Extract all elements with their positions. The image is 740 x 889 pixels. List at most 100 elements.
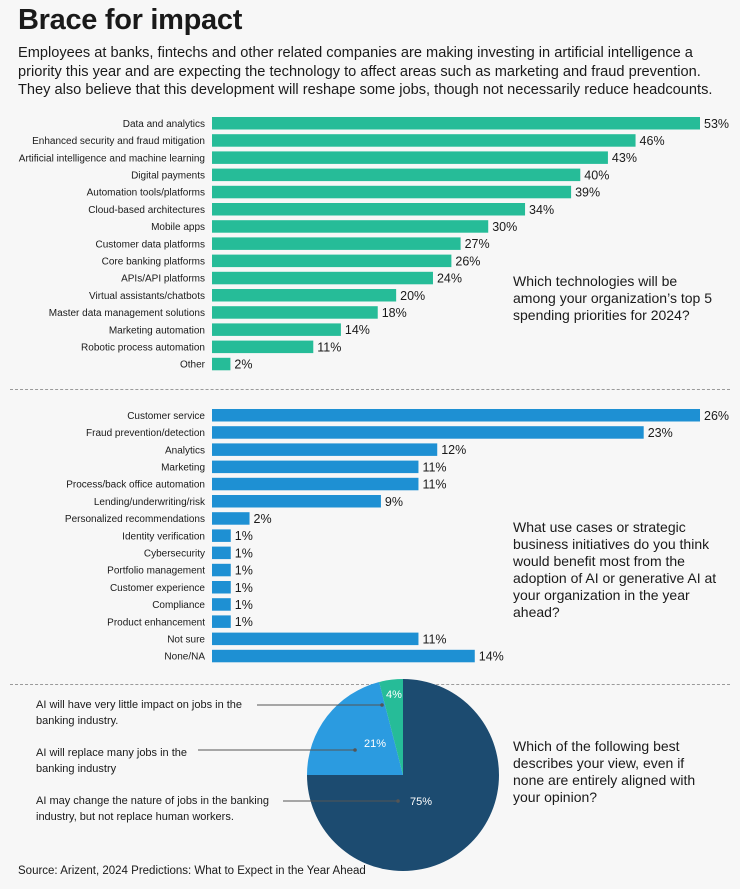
usecase-bar bbox=[212, 632, 419, 646]
usecase-bar bbox=[212, 512, 250, 525]
tech-category-label: Cloud-based architectures bbox=[88, 205, 205, 216]
usecase-value-label: 14% bbox=[479, 650, 504, 664]
tech-category-label: Customer data platforms bbox=[96, 239, 206, 250]
pie-value-label: 4% bbox=[386, 689, 402, 701]
section-divider-2 bbox=[10, 684, 730, 685]
tech-value-label: 39% bbox=[575, 186, 600, 200]
usecase-value-label: 12% bbox=[441, 443, 466, 457]
usecase-bar bbox=[212, 649, 475, 663]
tech-value-label: 24% bbox=[437, 272, 462, 286]
tech-bar bbox=[212, 117, 700, 130]
usecase-value-label: 1% bbox=[235, 529, 253, 543]
usecase-bar bbox=[212, 581, 231, 594]
tech-value-label: 27% bbox=[465, 237, 490, 251]
usecase-category-label: Customer service bbox=[127, 411, 205, 422]
source-note: Source: Arizent, 2024 Predictions: What … bbox=[18, 865, 366, 877]
leader-dot bbox=[396, 799, 400, 803]
pie-value-label: 75% bbox=[410, 796, 432, 808]
usecase-category-label: Portfolio management bbox=[107, 566, 205, 577]
tech-bar bbox=[212, 151, 608, 164]
usecase-bar bbox=[212, 409, 700, 422]
usecase-value-label: 11% bbox=[422, 632, 446, 646]
usecase-value-label: 1% bbox=[235, 581, 253, 595]
tech-category-label: Core banking platforms bbox=[102, 256, 205, 267]
technology-priorities-chart: Data and analytics 53% Enhanced security a… bbox=[19, 117, 729, 372]
tech-category-label: Digital payments bbox=[131, 170, 205, 181]
tech-value-label: 14% bbox=[345, 323, 370, 337]
pie-annotation-change-nature: AI may change the nature of jobs in the … bbox=[36, 795, 269, 823]
tech-bar bbox=[212, 134, 636, 147]
usecase-bar bbox=[212, 426, 644, 439]
usecase-bar bbox=[212, 598, 231, 611]
tech-value-label: 40% bbox=[584, 168, 609, 182]
tech-value-label: 34% bbox=[529, 203, 554, 217]
pie-annotation-little-impact: AI will have very little impact on jobs … bbox=[36, 699, 243, 727]
leader-dot bbox=[353, 748, 357, 752]
tech-category-label: Data and analytics bbox=[123, 119, 205, 130]
usecase-value-label: 26% bbox=[704, 409, 729, 423]
tech-category-label: Virtual assistants/chatbots bbox=[89, 291, 205, 302]
usecase-value-label: 1% bbox=[235, 546, 253, 560]
tech-value-label: 53% bbox=[704, 117, 729, 131]
chart3-question: Which of the following best describes yo… bbox=[513, 738, 696, 805]
tech-category-label: Marketing automation bbox=[109, 325, 205, 336]
usecase-value-label: 11% bbox=[422, 460, 446, 474]
usecase-bar bbox=[212, 443, 438, 456]
tech-bar bbox=[212, 357, 231, 371]
usecase-bar bbox=[212, 477, 419, 491]
tech-value-label: 43% bbox=[612, 151, 637, 165]
usecase-value-label: 1% bbox=[235, 598, 253, 612]
tech-category-label: Robotic process automation bbox=[81, 342, 205, 353]
usecase-category-label: Process/back office automation bbox=[66, 480, 205, 491]
usecase-bar bbox=[212, 529, 231, 542]
tech-category-label: Master data management solutions bbox=[49, 308, 205, 319]
tech-bar bbox=[212, 185, 572, 199]
tech-value-label: 30% bbox=[492, 220, 517, 234]
leader-dot bbox=[380, 703, 384, 707]
usecase-value-label: 11% bbox=[422, 478, 446, 492]
tech-value-label: 26% bbox=[455, 254, 480, 268]
usecase-category-label: Analytics bbox=[165, 445, 205, 456]
usecase-category-label: Fraud prevention/detection bbox=[86, 428, 205, 439]
usecase-category-label: Marketing bbox=[161, 462, 205, 473]
usecase-value-label: 1% bbox=[235, 564, 253, 578]
tech-value-label: 46% bbox=[640, 134, 665, 148]
pie-annotation-replace-jobs: AI will replace many jobs in the banking… bbox=[36, 747, 188, 775]
usecase-bar bbox=[212, 615, 231, 628]
tech-bar bbox=[212, 289, 397, 302]
tech-category-label: Mobile apps bbox=[151, 222, 205, 233]
chart1-question: Which technologies will be among your or… bbox=[513, 273, 712, 323]
usecase-category-label: Identity verification bbox=[122, 531, 205, 542]
tech-value-label: 18% bbox=[382, 306, 407, 320]
pie-value-label: 21% bbox=[364, 738, 386, 750]
tech-category-label: APIs/API platforms bbox=[121, 274, 205, 285]
usecase-bar bbox=[212, 460, 419, 474]
usecase-category-label: Personalized recommendations bbox=[65, 514, 205, 525]
tech-bar bbox=[212, 306, 378, 319]
tech-bar bbox=[212, 168, 581, 182]
usecase-category-label: Cybersecurity bbox=[144, 548, 205, 559]
chart2-question: What use cases or strategic business ini… bbox=[513, 519, 717, 620]
tech-bar bbox=[212, 340, 314, 354]
usecase-value-label: 9% bbox=[385, 495, 403, 509]
usecase-bar bbox=[212, 495, 381, 508]
tech-category-label: Enhanced security and fraud mitigation bbox=[32, 136, 205, 147]
page-subtitle: Employees at banks, fintechs and other r… bbox=[18, 45, 713, 98]
usecase-category-label: None/NA bbox=[164, 652, 205, 663]
tech-bar bbox=[212, 271, 433, 285]
usecase-value-label: 23% bbox=[648, 426, 673, 440]
ai-use-cases-chart: Customer service 26% Fraud prevention/dete… bbox=[65, 409, 729, 664]
tech-value-label: 2% bbox=[234, 358, 252, 372]
tech-bar bbox=[212, 220, 489, 233]
section-divider-1 bbox=[10, 389, 730, 390]
usecase-value-label: 2% bbox=[254, 512, 272, 526]
usecase-category-label: Compliance bbox=[152, 600, 205, 611]
ai-jobs-view-pie-chart: 75% 21% 4% bbox=[198, 679, 499, 871]
tech-value-label: 11% bbox=[317, 340, 341, 354]
tech-category-label: Artificial intelligence and machine lear… bbox=[19, 153, 205, 164]
tech-category-label: Automation tools/platforms bbox=[87, 188, 205, 199]
tech-bar bbox=[212, 203, 526, 216]
usecase-category-label: Customer experience bbox=[110, 583, 205, 594]
tech-bar bbox=[212, 254, 452, 268]
usecase-category-label: Lending/underwriting/risk bbox=[94, 497, 206, 508]
